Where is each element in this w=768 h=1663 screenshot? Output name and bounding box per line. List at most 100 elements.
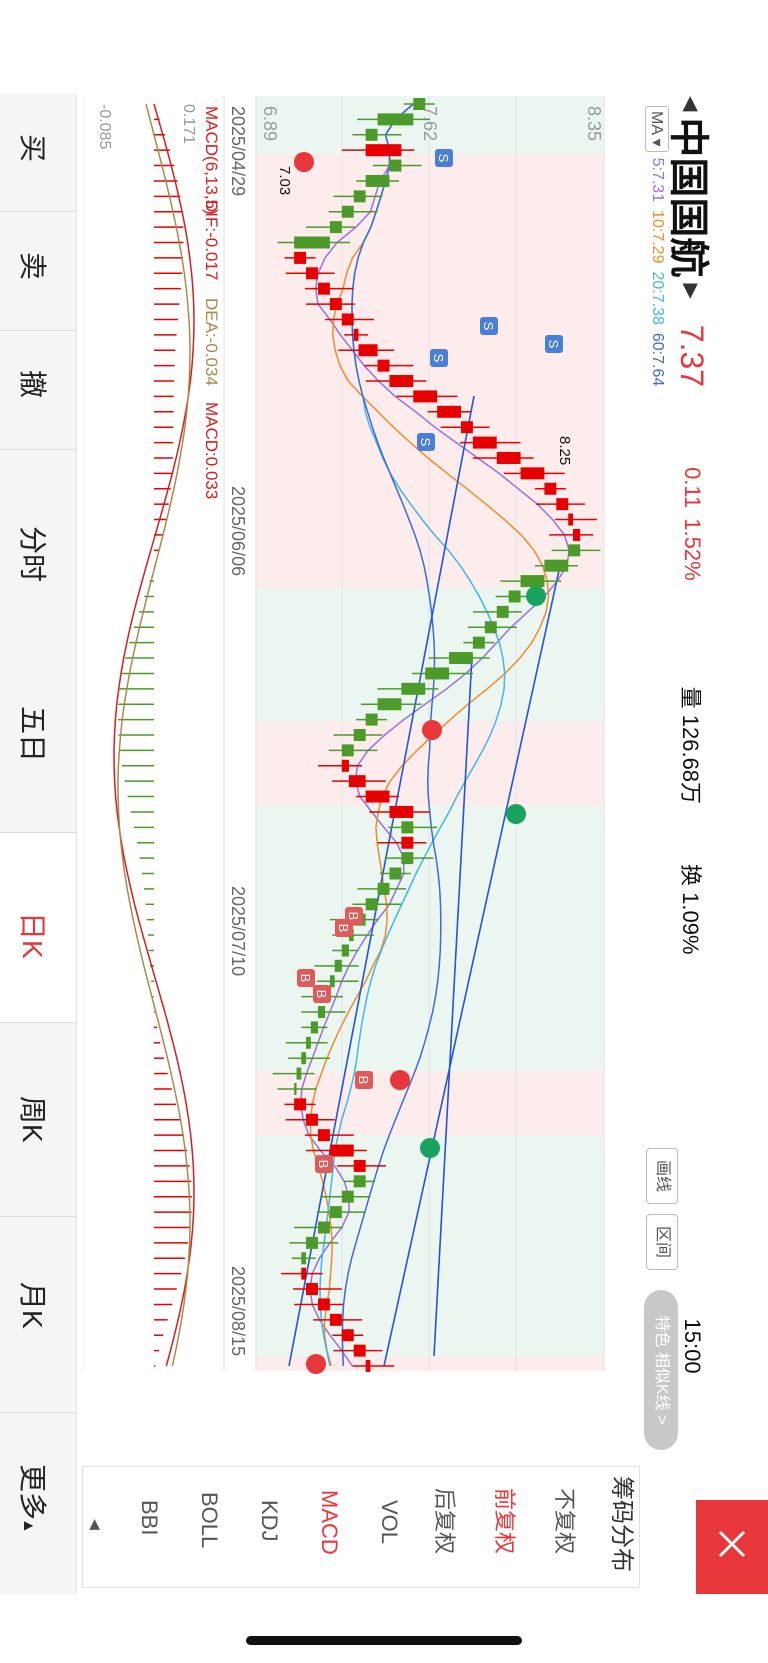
candle-body: [329, 1206, 342, 1219]
sell-signal-marker: [417, 433, 435, 451]
tab-daily-k[interactable]: 日K: [17, 912, 48, 959]
similar-kline-button[interactable]: 特色 相似K线 >: [644, 1290, 678, 1450]
candle-body: [294, 1082, 297, 1095]
top-marker: [420, 1138, 440, 1158]
candle-body: [496, 605, 509, 618]
candle-body: [329, 1313, 342, 1326]
candle-body: [341, 1190, 354, 1203]
tab-monthly-k[interactable]: 月K: [17, 1282, 48, 1329]
draw-line-button[interactable]: 画线: [646, 1148, 678, 1204]
buy-signal-marker: [355, 1071, 373, 1089]
option-forward-adjust[interactable]: 前复权: [492, 1488, 517, 1555]
candle-body: [520, 575, 545, 588]
candle-body: [301, 1252, 307, 1265]
date-label-0: 2025/04/29: [228, 106, 248, 196]
candle-body: [496, 451, 521, 464]
ma-selector[interactable]: MA ▾: [645, 106, 669, 152]
candle-body: [306, 1236, 318, 1249]
chart-band: [256, 154, 604, 588]
sell-signal-marker: [430, 349, 448, 367]
candle-body: [401, 836, 414, 849]
range-button[interactable]: 区间: [646, 1214, 678, 1270]
candle-body: [353, 1175, 366, 1188]
option-boll[interactable]: BOLL: [197, 1492, 222, 1549]
tab-cancel[interactable]: 撤: [17, 370, 48, 399]
tab-intraday[interactable]: 分时: [17, 526, 48, 583]
tab-divider: [0, 832, 76, 833]
ma-legend: MA ▾ 5:7.31 10:7.29 20:7.38 60:7.64: [642, 106, 672, 386]
candle-body: [568, 544, 581, 557]
candle-body: [353, 1344, 366, 1357]
time-text: 15:00: [680, 1318, 705, 1374]
candle-body: [341, 1329, 354, 1342]
macd-dif: DIF:-0.017: [202, 200, 221, 280]
candle-body: [306, 1283, 318, 1296]
current-price: 7.37: [674, 324, 711, 388]
option-macd[interactable]: MACD: [317, 1490, 342, 1555]
tab-active-bg: [0, 832, 76, 1022]
top-marker: [506, 804, 526, 824]
candle-body: [365, 128, 378, 141]
candle-body: [556, 498, 569, 511]
dif-line: [113, 103, 195, 1367]
turnover-text: 换 1.09%: [678, 864, 703, 955]
more-options-icon[interactable]: ◀: [87, 1519, 104, 1530]
candle-body: [520, 467, 545, 480]
bottom-marker: [294, 152, 314, 172]
prev-stock-icon[interactable]: ◀: [680, 96, 703, 112]
candle-body: [401, 821, 414, 834]
macd-value: MACD:0.033: [202, 402, 221, 499]
ma5-value: 5:7.31: [649, 157, 666, 203]
option-bbi[interactable]: BBI: [137, 1500, 162, 1536]
candle-body: [365, 898, 378, 911]
candle-body: [329, 975, 335, 988]
sell-signal-label: S: [481, 322, 496, 331]
next-stock-icon[interactable]: ▶: [680, 283, 703, 299]
candle-body: [294, 251, 307, 264]
chip-distribution-title[interactable]: 筹码分布: [608, 1476, 635, 1572]
tab-more[interactable]: 更多: [17, 1464, 48, 1521]
tab-divider: [0, 449, 76, 450]
candle-body: [460, 421, 473, 434]
candle-body: [413, 98, 426, 110]
buy-signal-label: B: [346, 912, 361, 921]
candle-body: [401, 852, 414, 865]
more-tab-chevron-icon: ▶: [24, 1518, 34, 1532]
top-marker: [526, 586, 546, 606]
candle-body: [365, 174, 390, 187]
candle-body: [353, 190, 366, 203]
option-back-adjust[interactable]: 后复权: [432, 1488, 457, 1555]
date-label-2: 2025/07/10: [228, 886, 248, 976]
candle-body: [472, 436, 497, 449]
candle-body: [353, 1159, 366, 1172]
sell-signal-label: S: [418, 438, 433, 447]
buy-signal-marker: [313, 985, 331, 1003]
option-kdj[interactable]: KDJ: [257, 1500, 282, 1542]
tab-sell[interactable]: 卖: [17, 252, 48, 281]
buy-signal-label: B: [298, 974, 313, 983]
candle-body: [329, 298, 342, 311]
candle-body: [341, 313, 354, 326]
candle-body: [306, 1113, 318, 1126]
candle-body: [472, 636, 485, 649]
candle-body: [365, 1360, 371, 1372]
bottom-marker: [390, 1070, 410, 1090]
candle-body: [449, 652, 473, 665]
date-label-1: 2025/06/06: [228, 486, 248, 576]
tab-weekly-k[interactable]: 周K: [17, 1096, 48, 1143]
tab-five-day[interactable]: 五日: [17, 706, 48, 763]
candle-body: [294, 236, 330, 249]
candle-body: [365, 713, 378, 726]
date-label-3: 2025/08/15: [228, 1266, 248, 1356]
candle-body: [389, 375, 414, 388]
option-vol[interactable]: VOL: [377, 1500, 402, 1545]
ma10-value: 10:7.29: [649, 210, 666, 264]
tab-buy[interactable]: 买: [17, 134, 48, 163]
candle-body: [317, 1221, 330, 1234]
candle-body: [334, 959, 342, 972]
candle-body: [544, 482, 557, 495]
option-no-adjust[interactable]: 不复权: [552, 1488, 577, 1555]
candle-body: [296, 1067, 302, 1080]
close-button[interactable]: [696, 1500, 768, 1594]
